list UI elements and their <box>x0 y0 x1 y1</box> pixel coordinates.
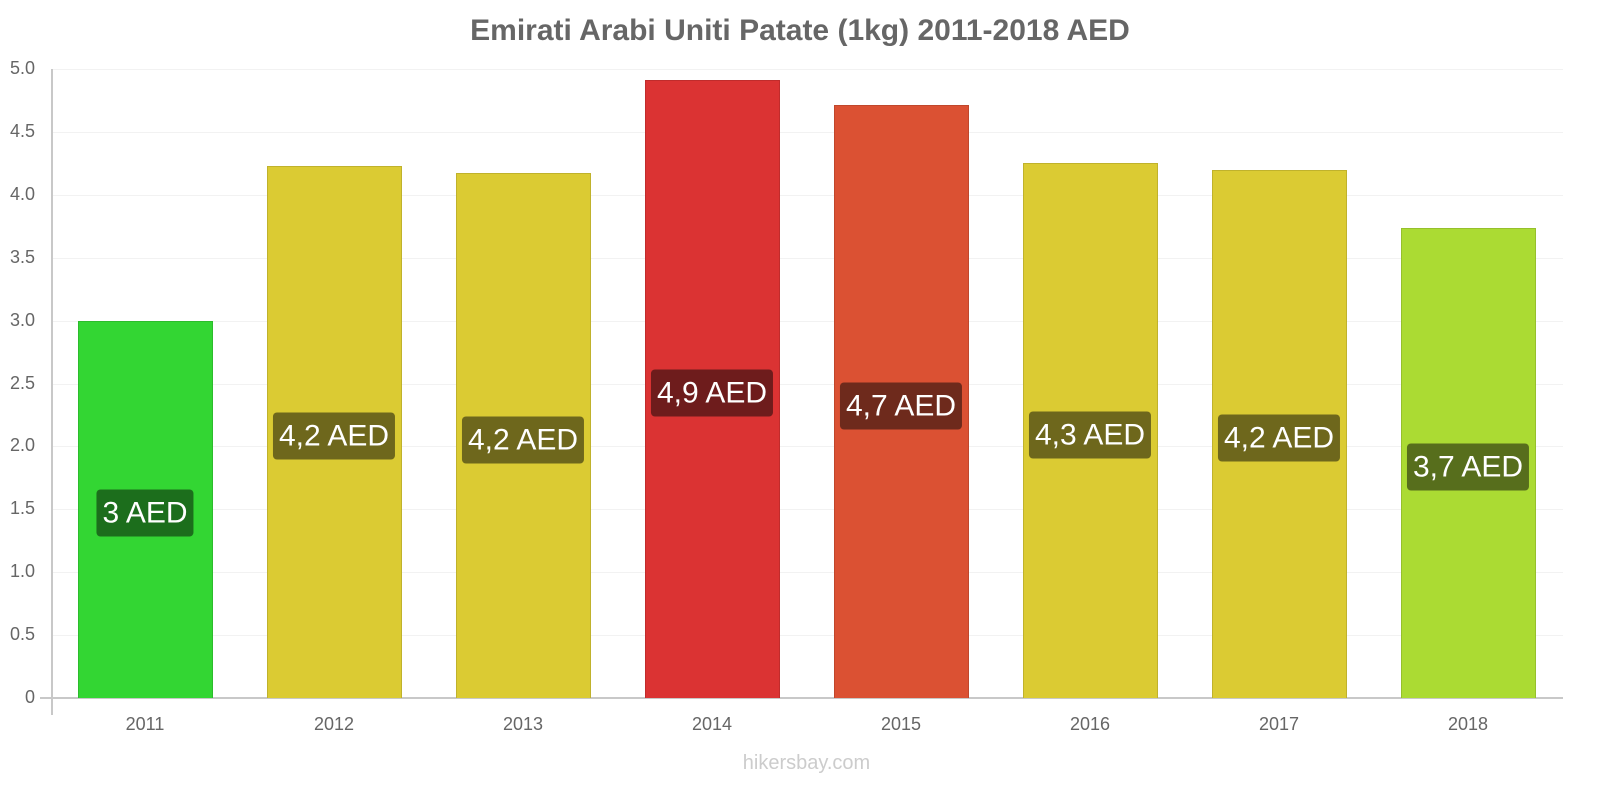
gridline <box>51 572 1563 574</box>
y-tick-label: 3.5 <box>9 246 35 267</box>
y-tick-label: 5.0 <box>9 58 35 78</box>
gridline <box>51 131 1563 133</box>
gridline <box>51 446 1563 448</box>
y-axis-line <box>51 69 53 715</box>
gridline <box>51 635 1563 637</box>
x-tick-label: 2017 <box>1258 714 1300 734</box>
bar-value-label: 4,3 AED <box>1028 411 1152 459</box>
x-tick-label: 2011 <box>125 714 165 734</box>
footer-watermark: hikersbay.com <box>742 752 871 774</box>
gridline <box>51 257 1563 259</box>
y-tick-label: 4.5 <box>9 120 35 141</box>
gridline <box>51 320 1563 322</box>
bar-value-label: 4,2 AED <box>1217 414 1341 462</box>
bar-value-label: 3 AED <box>96 489 194 537</box>
y-tick-label: 2.0 <box>9 435 35 456</box>
gridline <box>51 383 1563 385</box>
x-tick-label: 2012 <box>313 714 355 734</box>
y-tick-label: 1.0 <box>9 561 35 582</box>
bar-value-label: 4,7 AED <box>839 382 963 430</box>
bar-value-label: 3,7 AED <box>1406 443 1530 491</box>
x-tick-label: 2015 <box>880 714 922 734</box>
bar-value-label: 4,2 AED <box>461 416 585 464</box>
y-tick-label: 1.5 <box>9 498 35 519</box>
chart-title: Emirati Arabi Uniti Patate (1kg) 2011-20… <box>470 14 1130 47</box>
x-axis-line <box>40 697 1563 699</box>
x-tick-label: 2016 <box>1069 714 1111 734</box>
y-tick-label: 0.5 <box>9 624 35 645</box>
x-tick-label: 2014 <box>691 714 733 734</box>
gridline <box>51 69 1563 70</box>
y-tick-label: 2.5 <box>9 372 35 393</box>
x-tick-label: 2013 <box>502 714 544 734</box>
bar-value-label: 4,2 AED <box>272 412 396 460</box>
gridline <box>51 509 1563 511</box>
bar-value-label: 4,9 AED <box>650 369 774 417</box>
plot-area <box>51 69 1563 698</box>
y-tick-label: 4.0 <box>9 183 35 204</box>
x-tick-label: 2018 <box>1447 714 1489 734</box>
y-tick-label: 0 <box>24 687 35 707</box>
gridline <box>51 194 1563 196</box>
y-tick-label: 3.0 <box>9 309 35 330</box>
